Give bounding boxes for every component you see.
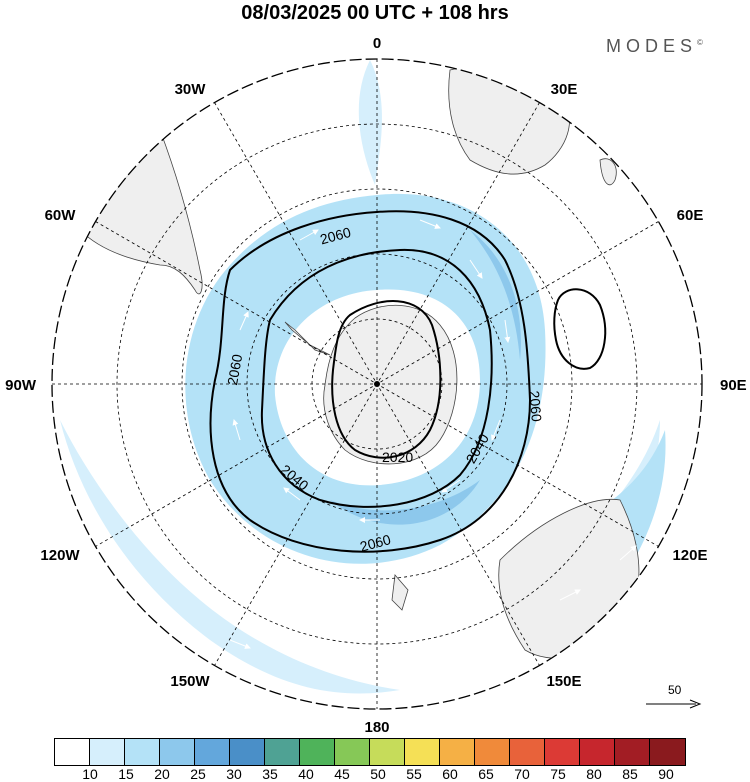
colorbar-segment [300, 739, 335, 765]
pole-marker [374, 381, 380, 387]
south-america [79, 129, 203, 295]
brand-mark: © [697, 38, 703, 47]
contour-label: 2060 [318, 224, 352, 248]
colorbar-tick-label: 45 [334, 766, 350, 782]
colorbar-tick-label: 90 [658, 766, 674, 782]
colorbar-tick-label: 50 [370, 766, 386, 782]
brand-logo: MODES© [606, 36, 703, 57]
colorbar-tick-label: 70 [514, 766, 530, 782]
colorbar-tick-label: 35 [262, 766, 278, 782]
new-zealand [391, 574, 409, 611]
vector-reference-label: 50 [668, 683, 682, 697]
colorbar-tick-label: 25 [190, 766, 206, 782]
colorbar [54, 738, 686, 766]
madagascar [599, 158, 617, 186]
longitude-labels: 0 30E 60E 90E 120E 150E 180 150W 120W 90… [5, 35, 747, 736]
australia [498, 498, 640, 659]
brand-name: MODES [606, 36, 698, 56]
antarctica [323, 304, 458, 465]
colorbar-tick-label: 55 [406, 766, 422, 782]
lon-label-0: 0 [373, 35, 381, 52]
colorbar-tick-label: 60 [442, 766, 458, 782]
colorbar-ticks: 10 15 20 25 30 35 40 45 50 55 60 65 70 75 80 85 90 [54, 766, 704, 782]
wind-vectors [99, 219, 637, 649]
colorbar-tick-label: 80 [586, 766, 602, 782]
contour-2060-closed [553, 288, 607, 370]
lon-label-90w: 90W [5, 377, 37, 394]
colorbar-tick-label: 40 [298, 766, 314, 782]
colorbar-segment [615, 739, 650, 765]
contour-2020 [331, 300, 442, 459]
colorbar-tick-label: 10 [82, 766, 98, 782]
colorbar-tick-label: 15 [118, 766, 134, 782]
colorbar-segment [475, 739, 510, 765]
colorbar-segment [55, 739, 90, 765]
colorbar-tick-label: 20 [154, 766, 170, 782]
lon-label-30e: 30E [551, 81, 578, 98]
height-contours [209, 210, 607, 553]
colorbar-segment [90, 739, 125, 765]
map-title: 08/03/2025 00 UTC + 108 hrs [241, 2, 509, 24]
colorbar-tick-label: 30 [226, 766, 242, 782]
contour-label: 2060 [358, 531, 392, 555]
contour-label: 2020 [382, 449, 413, 465]
lon-label-150w: 150W [170, 673, 210, 690]
lon-label-60e: 60E [677, 207, 704, 224]
lon-label-90e: 90E [720, 377, 747, 394]
antarctic-peninsula [284, 321, 331, 356]
lon-label-30w: 30W [175, 81, 207, 98]
contour-2060 [209, 210, 532, 553]
colorbar-segment [370, 739, 405, 765]
colorbar-segment [195, 739, 230, 765]
colorbar-segment [510, 739, 545, 765]
colorbar-segment [230, 739, 265, 765]
vector-reference-arrow-icon [646, 699, 702, 709]
lon-label-60w: 60W [45, 207, 77, 224]
lon-label-180: 180 [364, 719, 389, 736]
lon-label-120w: 120W [40, 547, 80, 564]
contour-label: 2060 [526, 390, 545, 423]
colorbar-tick-label: 75 [550, 766, 566, 782]
colorbar-tick-label: 65 [478, 766, 494, 782]
colorbar-segment [405, 739, 440, 765]
colorbar-segment [160, 739, 195, 765]
contour-label: 2060 [224, 353, 245, 387]
colorbar-segment [545, 739, 580, 765]
colorbar-segment [650, 739, 685, 765]
colorbar-segment [125, 739, 160, 765]
contour-2040 [260, 248, 493, 508]
colorbar-segment [335, 739, 370, 765]
colorbar-segment [265, 739, 300, 765]
lon-label-150e: 150E [546, 673, 581, 690]
colorbar-tick-label: 85 [622, 766, 638, 782]
lon-label-120e: 120E [672, 547, 707, 564]
colorbar-segment [440, 739, 475, 765]
colorbar-segment [580, 739, 615, 765]
